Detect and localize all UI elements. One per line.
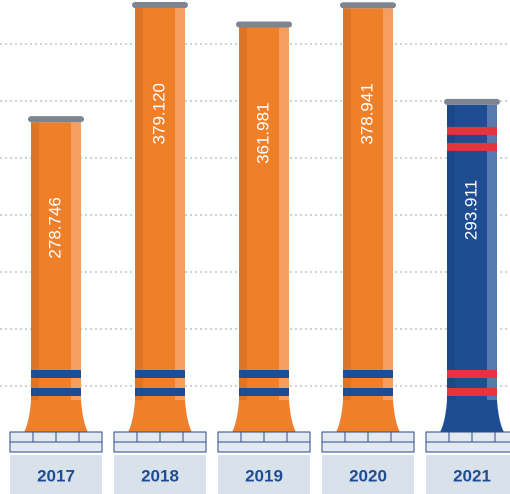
bar-cap (444, 98, 500, 105)
base-block (426, 455, 510, 494)
bar-cap (28, 116, 84, 123)
bar-highlight (487, 104, 497, 401)
value-label: 361.981 (253, 102, 272, 163)
bar-stripe (447, 388, 497, 396)
bar-highlight (71, 122, 81, 401)
bar-cap (236, 21, 292, 28)
bar-highlight (383, 8, 393, 401)
base-block (114, 455, 206, 494)
bar-shade (135, 8, 143, 400)
bar (331, 8, 405, 440)
bar-stripe (135, 388, 185, 396)
bar-stripe (343, 370, 393, 378)
value-label: 378.941 (357, 83, 376, 144)
bar-stripe (239, 388, 289, 396)
bar-stripe (31, 388, 81, 396)
bar-highlight (175, 8, 185, 400)
bar-shade (447, 104, 455, 401)
base-block (322, 455, 414, 494)
bar-shade (343, 8, 351, 401)
bar-stripe (447, 126, 497, 135)
base-block (218, 455, 310, 494)
bar (435, 104, 509, 440)
bar-highlight (279, 27, 289, 401)
bar-shade (239, 27, 247, 401)
bar-cap (340, 2, 396, 9)
bar-stripe (31, 370, 81, 378)
x-tick-label: 2020 (349, 466, 387, 485)
bar-stripe (447, 142, 497, 151)
bar-stripe (135, 370, 185, 378)
bar (227, 27, 301, 440)
bar (123, 8, 197, 439)
bar-shade (31, 122, 39, 401)
x-tick-label: 2017 (37, 466, 75, 485)
bar-stripe (239, 370, 289, 378)
bar-stripe (447, 370, 497, 378)
x-tick-label: 2018 (141, 466, 179, 485)
value-label: 293.911 (461, 180, 480, 240)
bar (19, 122, 93, 440)
value-label: 379.120 (149, 83, 168, 144)
value-label: 278.746 (45, 197, 64, 258)
x-tick-label: 2019 (245, 466, 283, 485)
bar-stripe (343, 388, 393, 396)
bar-cap (132, 2, 188, 8)
x-tick-label: 2021 (453, 466, 491, 485)
base-block (10, 455, 102, 494)
